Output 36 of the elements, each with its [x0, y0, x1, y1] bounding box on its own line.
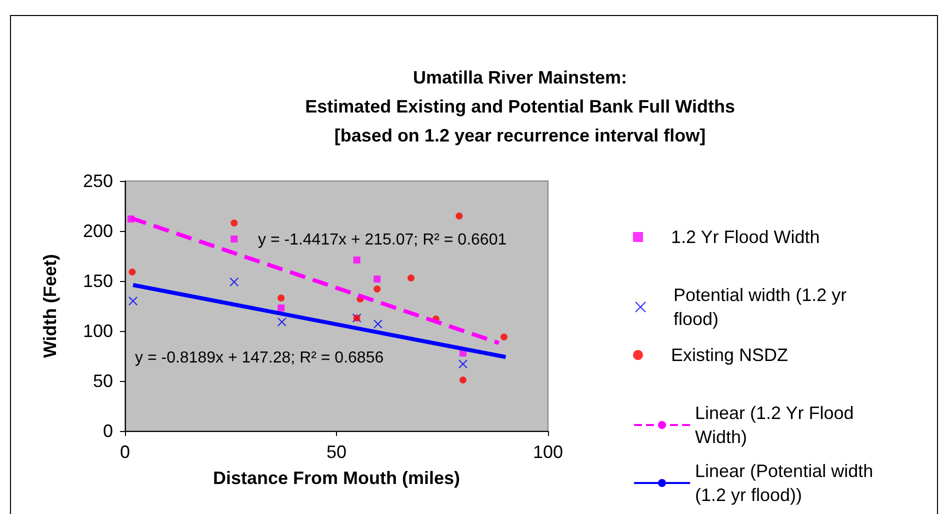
point: [500, 334, 508, 340]
legend-label: Existing NSDZ: [671, 345, 788, 365]
point: [230, 277, 239, 287]
legend-label: 1.2 Yr Flood Width: [671, 227, 820, 247]
point: [353, 256, 360, 264]
point: [230, 220, 238, 226]
x-axis-title: Distance From Mouth (miles): [212, 468, 460, 488]
legend-label: Linear (Potential width (1.2 yr flood)): [695, 461, 878, 505]
y-tick-label: 0: [102, 421, 113, 441]
y-tick-label: 250: [82, 171, 113, 191]
point: [458, 359, 468, 369]
point: [128, 268, 136, 276]
point: [278, 304, 285, 312]
point: [374, 286, 381, 292]
legend-label: Linear (1.2 Yr Flood Width): [695, 403, 859, 447]
y-tick-label: 200: [82, 221, 113, 241]
point: [407, 274, 414, 282]
point: [374, 276, 381, 282]
y-axis-title: Width (Feet): [40, 254, 60, 358]
legend-label: Potential width (1.2 yr flood): [674, 285, 852, 329]
annotation: y = -1.4417x + 215.07; R² = 0.6601: [258, 232, 507, 248]
x-tick-label: 50: [326, 442, 347, 462]
y-tick-label: 100: [82, 321, 113, 341]
point: [459, 376, 466, 384]
x-tick-label: 100: [532, 442, 564, 462]
x-tick-label: 0: [120, 442, 130, 462]
point: [373, 319, 383, 329]
y-tick-label: 50: [92, 371, 113, 391]
point: [128, 296, 138, 306]
point: [230, 236, 238, 242]
y-tick-label: 150: [82, 271, 113, 291]
point: [278, 294, 285, 302]
point: [456, 212, 463, 220]
point: [277, 317, 287, 327]
annotation: y = -0.8189x + 147.28; R² = 0.6856: [135, 350, 384, 366]
chart-title: Umatilla River Mainstem: Estimated Existing and Potential Bank Full Widths [based on 1.2 year recurrence interval flow]: [305, 68, 735, 146]
